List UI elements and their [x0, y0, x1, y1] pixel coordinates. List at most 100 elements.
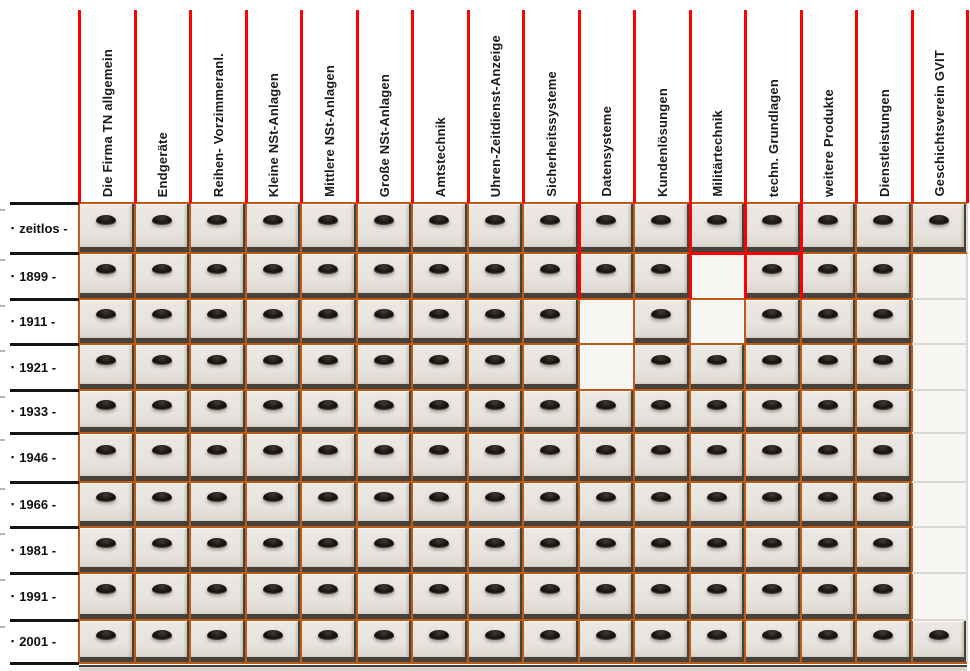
drawer-cell[interactable] — [412, 390, 468, 433]
drawer-cell[interactable] — [468, 390, 523, 433]
drawer-cell[interactable] — [468, 573, 523, 620]
drawer-cell[interactable] — [634, 344, 690, 390]
drawer-cell[interactable] — [301, 299, 357, 344]
drawer-cell[interactable] — [190, 433, 246, 482]
drawer-cell[interactable] — [135, 344, 190, 390]
drawer-cell[interactable] — [190, 299, 246, 344]
drawer-cell[interactable] — [357, 344, 412, 390]
drawer-cell[interactable] — [135, 390, 190, 433]
drawer-cell[interactable] — [190, 390, 246, 433]
drawer-cell[interactable] — [79, 573, 135, 620]
drawer-cell[interactable] — [634, 620, 690, 663]
drawer-cell[interactable] — [634, 573, 690, 620]
drawer-cell[interactable] — [523, 527, 579, 573]
drawer-cell[interactable] — [523, 344, 579, 390]
drawer-cell[interactable] — [79, 482, 135, 527]
drawer-cell[interactable] — [745, 390, 801, 433]
drawer-cell[interactable] — [301, 527, 357, 573]
drawer-cell[interactable] — [79, 433, 135, 482]
drawer-cell[interactable] — [690, 620, 745, 663]
drawer-cell[interactable] — [246, 299, 301, 344]
drawer-cell[interactable] — [801, 344, 856, 390]
drawer-cell[interactable] — [523, 203, 579, 253]
drawer-cell[interactable] — [135, 253, 190, 299]
drawer-cell[interactable] — [246, 620, 301, 663]
drawer-cell[interactable] — [79, 203, 135, 253]
drawer-cell[interactable] — [301, 344, 357, 390]
drawer-cell[interactable] — [523, 299, 579, 344]
drawer-cell[interactable] — [468, 253, 523, 299]
drawer-cell[interactable] — [301, 390, 357, 433]
drawer-cell[interactable] — [412, 527, 468, 573]
drawer-cell[interactable] — [79, 344, 135, 390]
drawer-cell[interactable] — [579, 573, 634, 620]
drawer-cell[interactable] — [801, 203, 856, 253]
drawer-cell[interactable] — [357, 299, 412, 344]
drawer-cell[interactable] — [301, 433, 357, 482]
drawer-cell[interactable] — [468, 527, 523, 573]
drawer-cell[interactable] — [246, 433, 301, 482]
drawer-cell[interactable] — [745, 573, 801, 620]
drawer-cell[interactable] — [523, 390, 579, 433]
drawer-cell[interactable] — [468, 433, 523, 482]
drawer-cell[interactable] — [468, 344, 523, 390]
drawer-cell[interactable] — [690, 433, 745, 482]
drawer-cell[interactable] — [135, 573, 190, 620]
drawer-cell[interactable] — [190, 344, 246, 390]
drawer-cell[interactable] — [412, 299, 468, 344]
drawer-cell[interactable] — [690, 527, 745, 573]
drawer-cell[interactable] — [357, 527, 412, 573]
drawer-cell[interactable] — [523, 433, 579, 482]
drawer-cell[interactable] — [579, 390, 634, 433]
drawer-cell[interactable] — [468, 620, 523, 663]
drawer-cell[interactable] — [856, 344, 912, 390]
drawer-cell[interactable] — [135, 527, 190, 573]
drawer-cell[interactable] — [579, 620, 634, 663]
drawer-cell[interactable] — [357, 573, 412, 620]
drawer-cell[interactable] — [468, 482, 523, 527]
drawer-cell[interactable] — [79, 299, 135, 344]
drawer-cell[interactable] — [190, 573, 246, 620]
drawer-cell[interactable] — [912, 620, 967, 663]
drawer-cell[interactable] — [523, 620, 579, 663]
drawer-cell[interactable] — [135, 482, 190, 527]
drawer-cell[interactable] — [190, 482, 246, 527]
drawer-cell[interactable] — [801, 482, 856, 527]
drawer-cell[interactable] — [634, 203, 690, 253]
drawer-cell[interactable] — [856, 203, 912, 253]
drawer-cell[interactable] — [745, 253, 801, 299]
drawer-cell[interactable] — [634, 299, 690, 344]
drawer-cell[interactable] — [190, 253, 246, 299]
drawer-cell[interactable] — [801, 620, 856, 663]
drawer-cell[interactable] — [523, 482, 579, 527]
drawer-cell[interactable] — [856, 299, 912, 344]
drawer-cell[interactable] — [856, 433, 912, 482]
drawer-cell[interactable] — [412, 482, 468, 527]
drawer-cell[interactable] — [856, 390, 912, 433]
drawer-cell[interactable] — [79, 390, 135, 433]
drawer-cell[interactable] — [745, 482, 801, 527]
drawer-cell[interactable] — [634, 390, 690, 433]
drawer-cell[interactable] — [79, 253, 135, 299]
drawer-cell[interactable] — [357, 253, 412, 299]
drawer-cell[interactable] — [357, 433, 412, 482]
drawer-cell[interactable] — [301, 203, 357, 253]
drawer-cell[interactable] — [246, 482, 301, 527]
drawer-cell[interactable] — [412, 344, 468, 390]
drawer-cell[interactable] — [801, 253, 856, 299]
drawer-cell[interactable] — [135, 620, 190, 663]
drawer-cell[interactable] — [412, 203, 468, 253]
drawer-cell[interactable] — [357, 620, 412, 663]
drawer-cell[interactable] — [745, 620, 801, 663]
drawer-cell[interactable] — [246, 527, 301, 573]
drawer-cell[interactable] — [801, 433, 856, 482]
drawer-cell[interactable] — [856, 527, 912, 573]
drawer-cell[interactable] — [301, 482, 357, 527]
drawer-cell[interactable] — [690, 573, 745, 620]
drawer-cell[interactable] — [190, 203, 246, 253]
drawer-cell[interactable] — [412, 253, 468, 299]
drawer-cell[interactable] — [190, 620, 246, 663]
drawer-cell[interactable] — [301, 620, 357, 663]
drawer-cell[interactable] — [246, 203, 301, 253]
drawer-cell[interactable] — [856, 620, 912, 663]
